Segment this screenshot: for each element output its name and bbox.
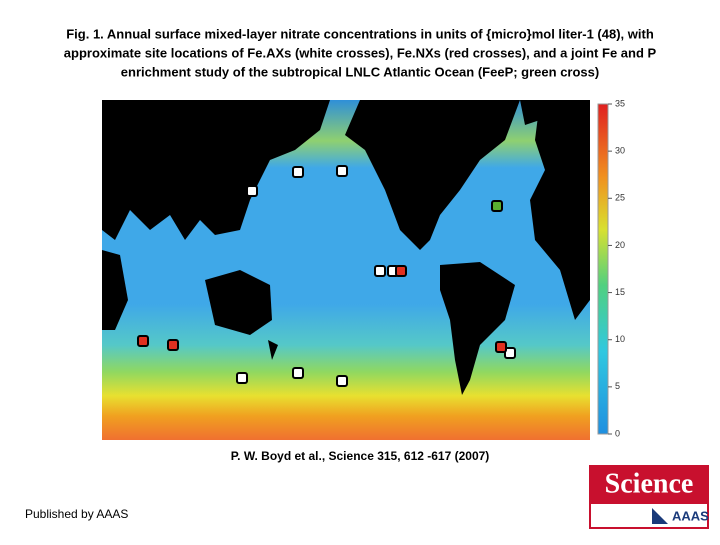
logo-publisher: AAAS	[672, 508, 709, 523]
colorbar-tick-label: 0	[615, 428, 620, 438]
title: Fig. 1. Annual surface mixed-layer nitra…	[64, 26, 657, 79]
title-line: enrichment study of the subtropical LNLC…	[121, 64, 599, 79]
logo-name: Science	[605, 468, 694, 499]
logo: Science AAAS	[589, 465, 709, 529]
colorbar-tick-label: 15	[615, 287, 625, 297]
citation: P. W. Boyd et al., Science 315, 612 -617…	[231, 449, 490, 463]
map	[102, 100, 590, 440]
colorbar: 0 5 10 15 20 25 30 35	[597, 98, 625, 438]
colorbar-tick-label: 25	[615, 193, 625, 203]
colorbar-tick-label: 10	[615, 334, 625, 344]
colorbar-tick-label: 5	[615, 381, 620, 391]
title-line: approximate site locations of Fe.AXs (wh…	[64, 45, 657, 60]
footer: Published by AAAS	[25, 507, 128, 521]
colorbar-tick-label: 20	[615, 240, 625, 250]
colorbar-tick-label: 35	[615, 98, 625, 108]
title-line: Fig. 1. Annual surface mixed-layer nitra…	[66, 26, 654, 41]
colorbar-tick-label: 30	[615, 146, 625, 156]
